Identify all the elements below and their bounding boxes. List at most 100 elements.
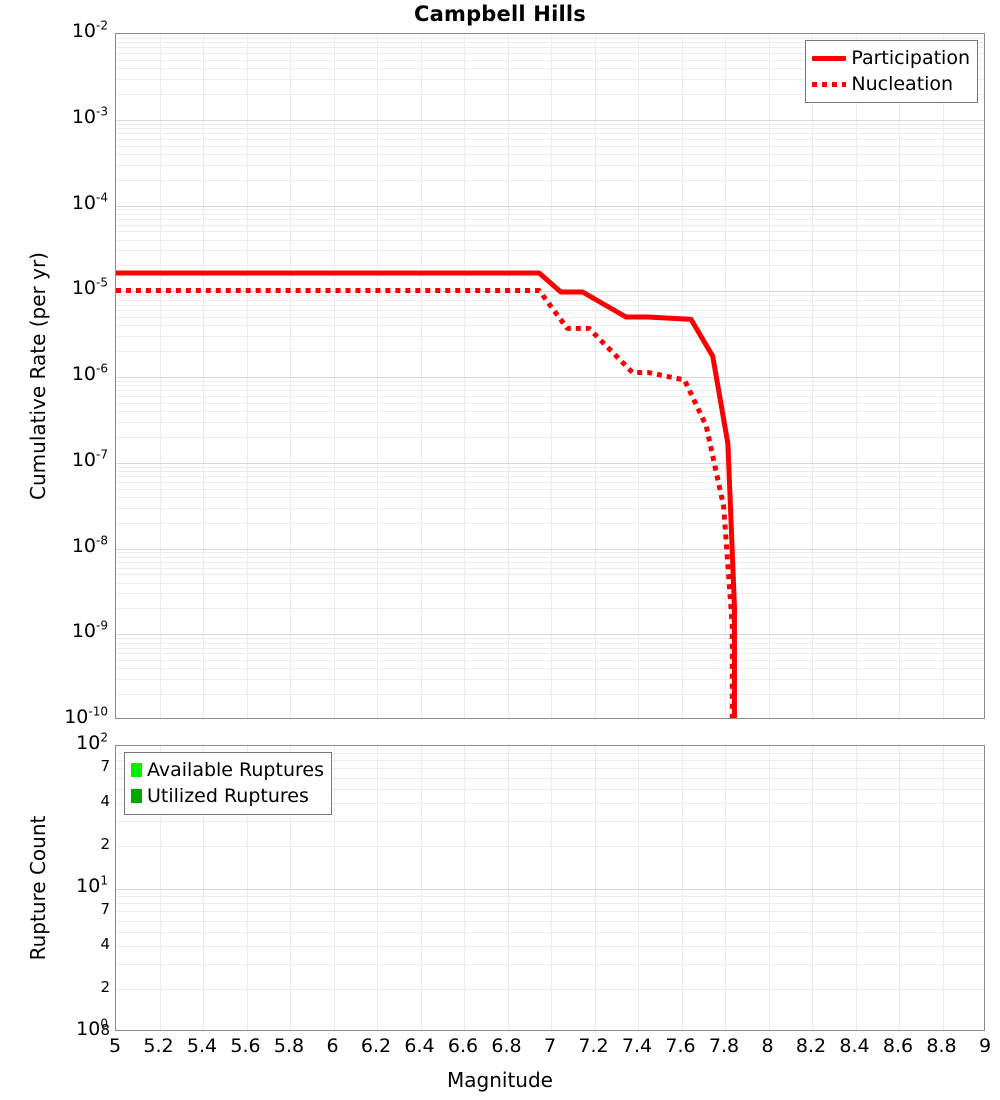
gridline-vertical: [942, 34, 944, 718]
gridline-vertical: [290, 34, 291, 718]
y-tick-minor-label: 2: [100, 834, 110, 853]
gridline-horizontal: [116, 436, 984, 438]
legend-item-nucleation[interactable]: Nucleation: [812, 71, 970, 97]
y-tick-label: 10-7: [71, 447, 108, 471]
x-tick-label: 6: [326, 1035, 339, 1057]
legend-label-available-ruptures: Available Ruptures: [147, 758, 324, 781]
top-y-axis-title: Cumulative Rate (per yr): [26, 252, 50, 500]
y-tick-label: 102: [76, 730, 108, 754]
y-tick-minor-label: 2: [100, 977, 110, 996]
gridline-vertical: [377, 746, 378, 1030]
bottom-y-axis-title: Rupture Count: [26, 815, 50, 961]
gridline-horizontal: [116, 496, 984, 498]
gridline-vertical: [638, 746, 639, 1030]
gridline-horizontal: [116, 164, 984, 166]
gridline-horizontal: [116, 145, 984, 147]
gridline-horizontal: [116, 205, 984, 207]
y-tick-label: 10-3: [71, 104, 108, 128]
gridline-horizontal: [116, 224, 984, 226]
gridline-vertical: [594, 746, 596, 1030]
y-tick-label: 10-4: [71, 190, 108, 214]
gridline-horizontal: [116, 59, 984, 61]
gridline-horizontal: [116, 250, 984, 252]
gridline-horizontal: [116, 231, 984, 233]
gridline-horizontal: [116, 802, 984, 804]
gridline-horizontal: [116, 522, 984, 524]
legend-item-available-ruptures[interactable]: Available Ruptures: [131, 757, 324, 783]
legend-cumulative-rate: Participation Nucleation: [805, 40, 978, 103]
x-tick-label: 6.8: [491, 1035, 522, 1057]
x-tick-label: 5.4: [186, 1035, 218, 1057]
x-tick-label: 5: [108, 1035, 122, 1057]
y-tick-label: 10-6: [71, 361, 108, 385]
gridline-horizontal: [116, 119, 984, 121]
gridline-horizontal: [116, 128, 984, 130]
gridline-vertical: [333, 34, 335, 718]
gridline-horizontal: [116, 911, 984, 913]
x-tick-label: 8.4: [839, 1035, 870, 1057]
gridline-horizontal: [116, 920, 984, 922]
gridline-horizontal: [116, 239, 984, 241]
y-tick-label: 10-9: [71, 618, 108, 643]
x-tick-label: 5.8: [273, 1035, 305, 1057]
gridline-horizontal: [116, 380, 984, 382]
gridline-horizontal: [116, 123, 984, 125]
gridline-horizontal: [116, 68, 984, 70]
gridline-vertical: [942, 746, 944, 1030]
gridline-horizontal: [116, 78, 984, 80]
x-tick-label: 8.2: [795, 1035, 827, 1057]
gridline-horizontal: [116, 694, 984, 696]
gridline-horizontal: [116, 153, 984, 155]
gridline-vertical: [638, 34, 639, 718]
legend-item-participation[interactable]: Participation: [812, 45, 970, 71]
gridline-horizontal: [116, 932, 984, 934]
gridline-horizontal: [116, 377, 984, 378]
gridline-horizontal: [116, 768, 984, 770]
gridline-vertical: [725, 34, 726, 718]
gridline-horizontal: [116, 421, 984, 423]
y-tick-minor-label: 4: [100, 791, 110, 810]
gridline-horizontal: [116, 593, 984, 595]
legend-label-participation: Participation: [851, 46, 970, 69]
gridline-horizontal: [116, 462, 984, 464]
gridline-horizontal: [116, 634, 984, 636]
gridline-horizontal: [116, 679, 984, 681]
curve-participation: [116, 270, 737, 718]
gridline-horizontal: [116, 138, 984, 140]
gridline-vertical: [681, 746, 683, 1030]
gridline-vertical: [768, 746, 770, 1030]
y-tick-label: 100: [76, 1016, 108, 1040]
gridline-horizontal: [116, 988, 984, 990]
x-tick-label: 9: [978, 1035, 992, 1057]
gridline-horizontal: [116, 945, 984, 947]
gridline-vertical: [855, 746, 857, 1030]
gridline-horizontal: [116, 299, 984, 301]
gridline-horizontal: [116, 37, 984, 39]
gridline-horizontal: [116, 466, 984, 468]
gridline-horizontal: [116, 385, 984, 387]
legend-item-utilized-ruptures[interactable]: Utilized Ruptures: [131, 783, 324, 809]
gridline-horizontal: [116, 653, 984, 655]
y-tick-minor-label: 8: [100, 1021, 110, 1039]
y-tick-minor-label: 4: [100, 934, 110, 953]
gridline-horizontal: [116, 476, 984, 478]
gridline-horizontal: [116, 963, 984, 965]
gridline-horizontal: [116, 265, 984, 267]
y-tick-label: 101: [76, 873, 108, 897]
cumulative-rate-panel: Participation Nucleation: [115, 33, 985, 719]
y-tick-label: 10-8: [71, 533, 108, 557]
gridline-vertical: [290, 746, 291, 1030]
y-tick-label: 10-5: [71, 275, 108, 300]
gridline-vertical: [203, 34, 204, 718]
gridline-horizontal: [116, 47, 984, 49]
gridline-vertical: [377, 34, 378, 718]
x-tick-label: 6.2: [360, 1035, 392, 1057]
gridline-vertical: [899, 746, 900, 1030]
gridline-horizontal: [116, 209, 984, 211]
gridline-vertical: [812, 746, 813, 1030]
x-tick-label: 6.6: [447, 1035, 479, 1057]
x-tick-label: 7.6: [665, 1035, 696, 1057]
rupture-count-panel: Available Ruptures Utilized Ruptures: [115, 745, 985, 1031]
gridline-vertical: [464, 746, 465, 1030]
gridline-horizontal: [116, 93, 984, 95]
